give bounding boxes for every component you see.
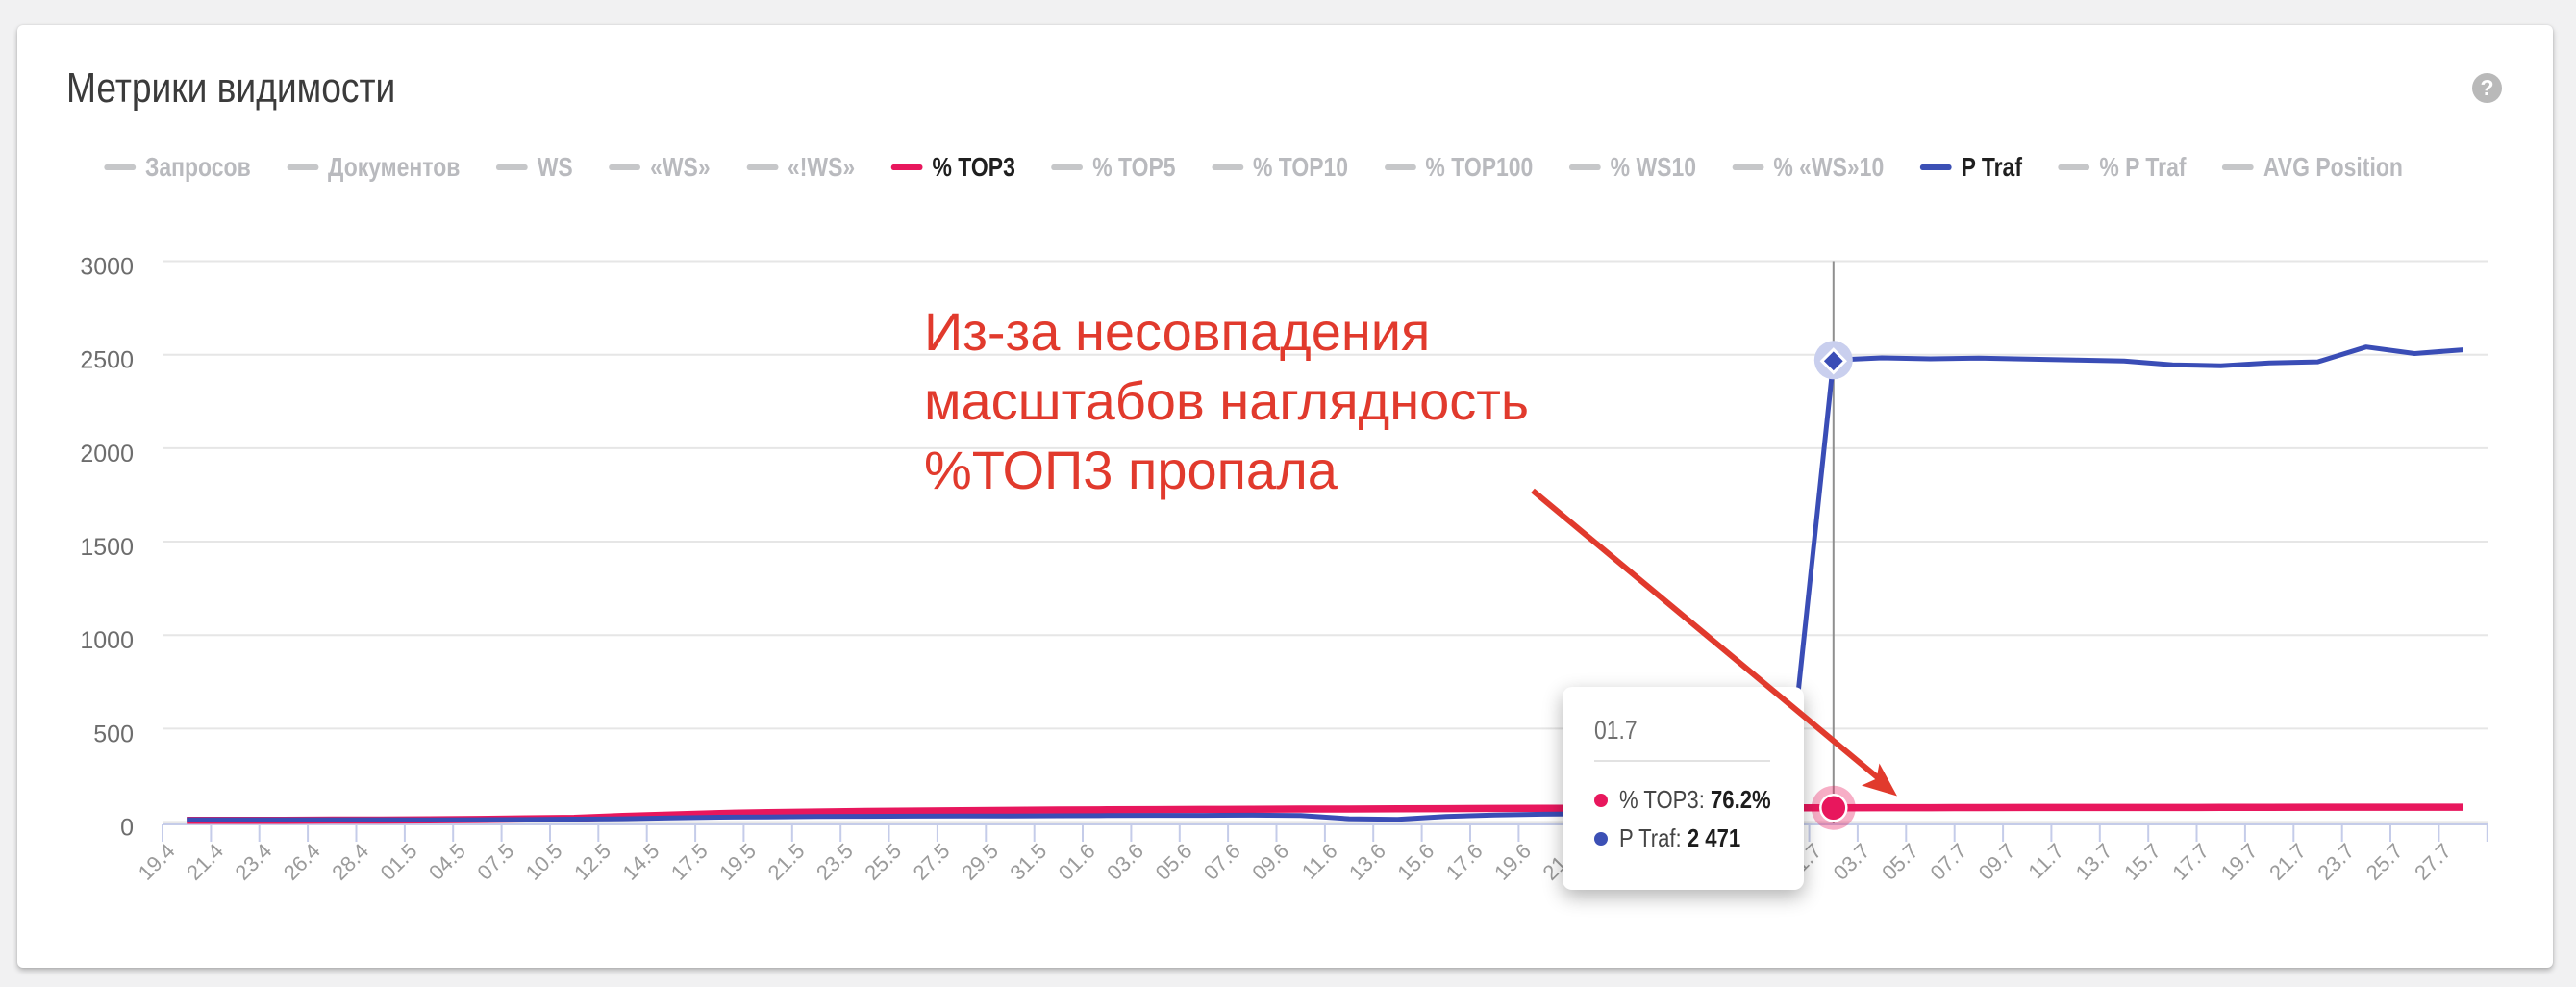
svg-text:01.6: 01.6 xyxy=(1054,839,1100,885)
svg-text:09.7: 09.7 xyxy=(1974,839,2020,885)
svg-text:10.5: 10.5 xyxy=(521,839,567,885)
svg-text:23.7: 23.7 xyxy=(2313,839,2359,885)
svg-text:13.7: 13.7 xyxy=(2071,839,2117,885)
svg-text:26.4: 26.4 xyxy=(279,839,325,885)
svg-text:0: 0 xyxy=(120,815,134,842)
svg-text:03.7: 03.7 xyxy=(1829,839,1875,885)
svg-text:15.6: 15.6 xyxy=(1392,839,1438,885)
svg-text:23.5: 23.5 xyxy=(812,839,858,885)
svg-text:27.7: 27.7 xyxy=(2410,839,2456,885)
svg-text:13.6: 13.6 xyxy=(1344,839,1390,885)
svg-text:3000: 3000 xyxy=(80,254,134,281)
svg-text:01.5: 01.5 xyxy=(376,839,422,885)
svg-text:07.7: 07.7 xyxy=(1925,839,1971,885)
svg-text:15.7: 15.7 xyxy=(2119,839,2165,885)
svg-text:31.5: 31.5 xyxy=(1005,839,1051,885)
svg-text:28.4: 28.4 xyxy=(327,839,373,885)
svg-text:11.6: 11.6 xyxy=(1297,839,1342,884)
svg-text:25.7: 25.7 xyxy=(2362,839,2408,885)
svg-text:23.4: 23.4 xyxy=(230,839,276,885)
svg-text:09.6: 09.6 xyxy=(1247,839,1293,885)
svg-text:27.5: 27.5 xyxy=(909,839,955,885)
svg-text:11.7: 11.7 xyxy=(2023,839,2068,884)
svg-text:19.6: 19.6 xyxy=(1489,839,1536,885)
svg-text:05.6: 05.6 xyxy=(1151,839,1197,885)
svg-text:29.5: 29.5 xyxy=(957,839,1003,885)
svg-text:19.7: 19.7 xyxy=(2216,839,2263,885)
svg-text:04.5: 04.5 xyxy=(424,839,470,885)
svg-text:21.4: 21.4 xyxy=(182,839,228,885)
svg-text:07.6: 07.6 xyxy=(1199,839,1245,885)
svg-text:2000: 2000 xyxy=(80,441,134,468)
svg-text:19.4: 19.4 xyxy=(134,839,180,885)
svg-text:21.5: 21.5 xyxy=(763,839,810,885)
svg-text:500: 500 xyxy=(93,721,134,747)
svg-text:2500: 2500 xyxy=(80,347,134,374)
svg-text:25.5: 25.5 xyxy=(860,839,906,885)
svg-text:17.7: 17.7 xyxy=(2167,839,2213,885)
svg-text:17.6: 17.6 xyxy=(1441,839,1488,885)
svg-text:03.6: 03.6 xyxy=(1102,839,1148,885)
svg-text:1500: 1500 xyxy=(80,534,134,561)
svg-text:1000: 1000 xyxy=(80,627,134,654)
svg-text:05.7: 05.7 xyxy=(1877,839,1923,885)
svg-text:14.5: 14.5 xyxy=(617,839,663,885)
svg-text:21.7: 21.7 xyxy=(2264,839,2311,885)
svg-text:07.5: 07.5 xyxy=(472,839,518,885)
svg-text:17.5: 17.5 xyxy=(666,839,713,885)
svg-text:19.5: 19.5 xyxy=(714,839,761,885)
svg-text:12.5: 12.5 xyxy=(569,839,615,885)
